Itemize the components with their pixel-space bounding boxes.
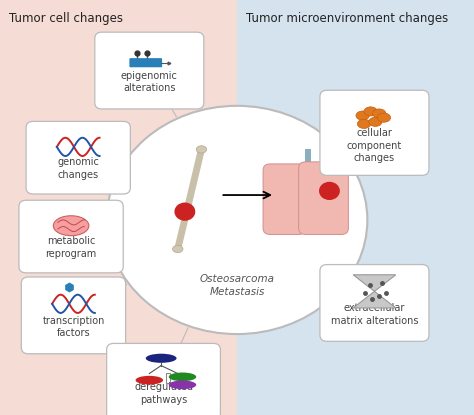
- FancyBboxPatch shape: [21, 277, 126, 354]
- FancyBboxPatch shape: [26, 121, 130, 194]
- FancyBboxPatch shape: [299, 162, 348, 234]
- FancyBboxPatch shape: [95, 32, 204, 109]
- Ellipse shape: [369, 117, 382, 126]
- Text: Tumor cell changes: Tumor cell changes: [9, 12, 124, 25]
- Text: genomic
changes: genomic changes: [57, 157, 99, 180]
- FancyBboxPatch shape: [107, 344, 220, 415]
- Text: deregulated
pathways: deregulated pathways: [134, 382, 193, 405]
- Text: metabolic
reprogram: metabolic reprogram: [46, 236, 97, 259]
- Ellipse shape: [357, 120, 371, 128]
- Circle shape: [319, 182, 340, 200]
- Ellipse shape: [356, 111, 369, 120]
- FancyBboxPatch shape: [19, 200, 123, 273]
- Text: epigenomic
alterations: epigenomic alterations: [121, 71, 178, 93]
- Polygon shape: [353, 291, 396, 308]
- Ellipse shape: [136, 376, 163, 385]
- Ellipse shape: [196, 146, 207, 153]
- Bar: [237, 0, 474, 415]
- Text: extracellular
matrix alterations: extracellular matrix alterations: [331, 303, 418, 326]
- Circle shape: [174, 203, 195, 221]
- FancyBboxPatch shape: [263, 164, 306, 234]
- FancyBboxPatch shape: [320, 265, 429, 341]
- Ellipse shape: [173, 245, 183, 253]
- Ellipse shape: [364, 107, 377, 116]
- Ellipse shape: [169, 381, 196, 389]
- FancyBboxPatch shape: [320, 90, 429, 175]
- Bar: [0, 0, 237, 415]
- Text: Osteosarcoma
Metastasis: Osteosarcoma Metastasis: [200, 274, 274, 297]
- Bar: [305, 149, 311, 170]
- Ellipse shape: [377, 113, 391, 122]
- FancyBboxPatch shape: [129, 58, 162, 67]
- Text: transcription
factors: transcription factors: [42, 316, 105, 338]
- Circle shape: [107, 106, 367, 334]
- Ellipse shape: [373, 109, 386, 118]
- Ellipse shape: [169, 373, 196, 381]
- Ellipse shape: [146, 354, 176, 363]
- Text: cellular
component
changes: cellular component changes: [347, 129, 402, 163]
- Ellipse shape: [53, 216, 89, 236]
- Text: Tumor microenvironment changes: Tumor microenvironment changes: [246, 12, 449, 25]
- Polygon shape: [353, 275, 396, 291]
